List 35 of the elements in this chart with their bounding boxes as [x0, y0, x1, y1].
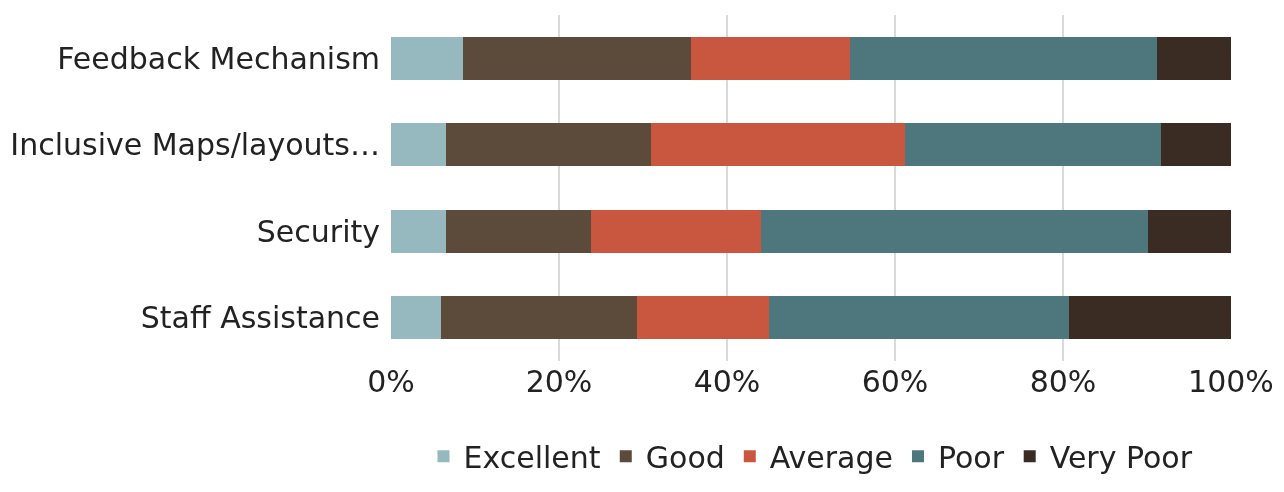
bar — [441, 296, 638, 340]
bar — [769, 296, 1069, 340]
bar — [391, 36, 464, 80]
bar — [637, 296, 769, 340]
bar — [905, 123, 1162, 167]
bar — [391, 296, 442, 340]
bar — [590, 209, 761, 253]
y-tick-label: Staff Assistance — [140, 300, 380, 336]
x-tick-label: 80% — [1029, 364, 1097, 399]
legend-label: Average — [769, 439, 893, 475]
bar — [1147, 209, 1231, 253]
bar — [445, 123, 651, 167]
legend-label: Very Poor — [1049, 439, 1193, 475]
legend-label: Poor — [937, 439, 1005, 475]
bar — [690, 36, 850, 80]
bar — [445, 209, 591, 253]
bar — [650, 123, 906, 167]
bar — [463, 36, 691, 80]
y-tick-label: Feedback Mechanism — [57, 40, 380, 76]
bar — [391, 123, 446, 167]
x-tick-label: 60% — [861, 364, 929, 399]
bar — [849, 36, 1158, 80]
legend-label: Good — [645, 439, 725, 475]
legend-label: Excellent — [463, 439, 601, 475]
bar — [760, 209, 1148, 253]
bar — [1157, 36, 1231, 80]
x-tick-label: 100% — [1188, 364, 1274, 399]
bar — [1068, 296, 1231, 340]
y-tick-label: Inclusive Maps/layouts… — [10, 127, 380, 163]
x-tick-label: 40% — [693, 364, 761, 399]
y-tick-label: Security — [256, 213, 380, 249]
bar — [1161, 123, 1231, 167]
bar — [391, 209, 446, 253]
x-tick-label: 0% — [367, 364, 415, 399]
x-tick-label: 20% — [525, 364, 593, 399]
